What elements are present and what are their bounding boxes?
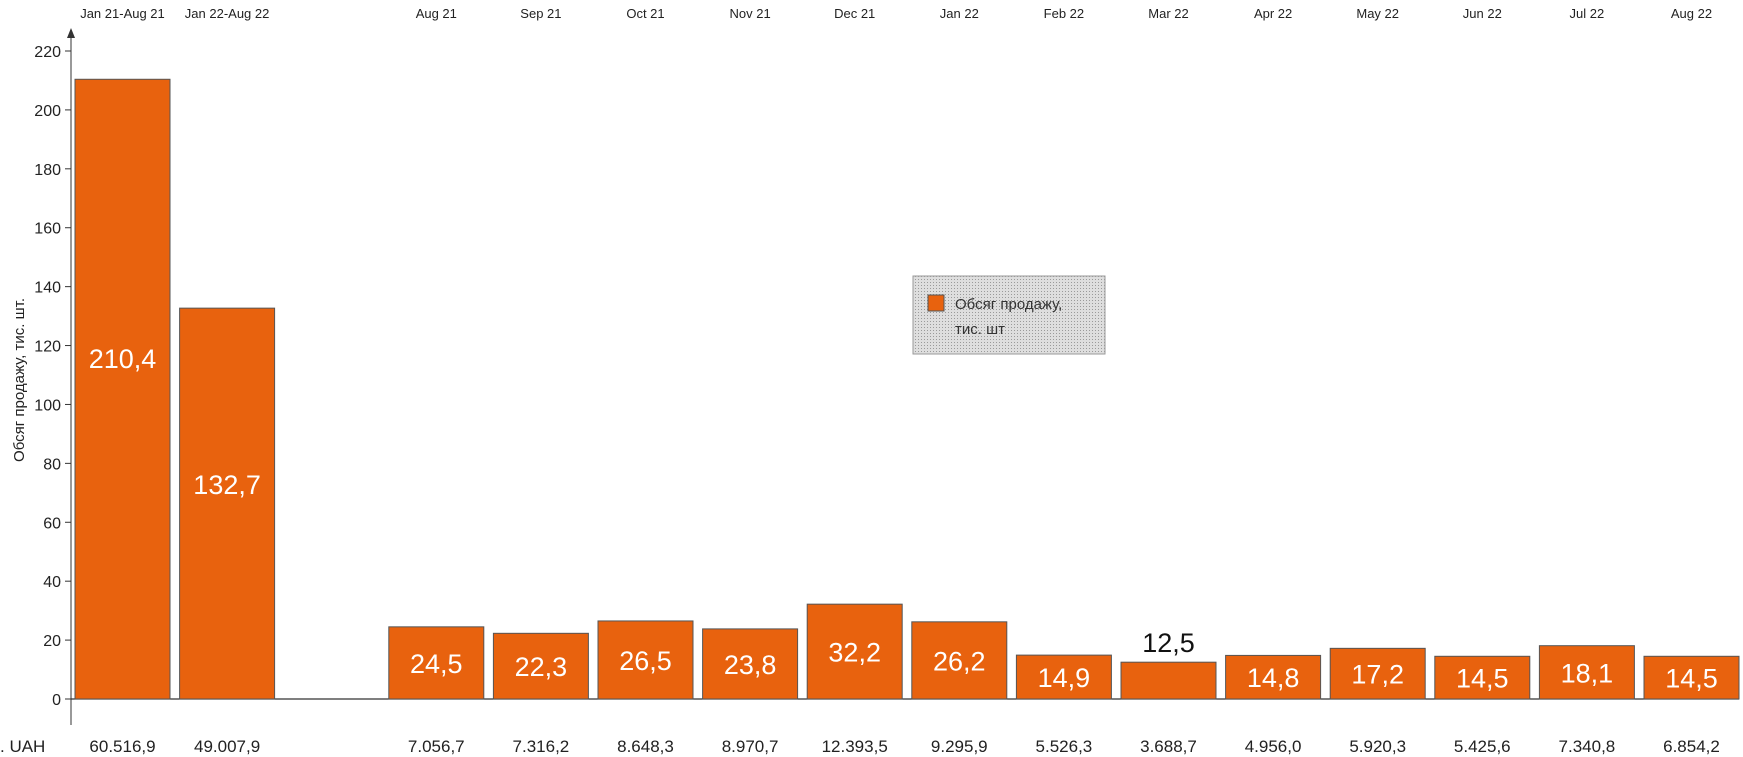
y-tick-label: 200 bbox=[34, 103, 61, 120]
x-category-label: Aug 22 bbox=[1671, 6, 1712, 21]
bar bbox=[1538, 645, 1635, 700]
revenue-value-label: 5.425,6 bbox=[1454, 737, 1511, 756]
x-category-label: Sep 21 bbox=[520, 6, 561, 21]
x-category-label: Feb 22 bbox=[1044, 6, 1084, 21]
x-category-label: Nov 21 bbox=[729, 6, 770, 21]
revenue-value-label: 12.393,5 bbox=[822, 737, 888, 756]
x-category-label: Jan 22-Aug 22 bbox=[185, 6, 270, 21]
revenue-value-label: 8.648,3 bbox=[617, 737, 674, 756]
y-tick-label: 180 bbox=[34, 162, 61, 179]
bar-value-label: 14,5 bbox=[1665, 664, 1718, 694]
bar bbox=[702, 628, 799, 700]
revenue-labels: 60.516,9 49.007,9 7.056,7 7.316,2 8.648,3 8.9… bbox=[89, 737, 1719, 756]
category-labels: Jan 21-Aug 21 Jan 22-Aug 22 Aug 21 Sep 21 Oc… bbox=[80, 6, 1712, 21]
y-tick-label: 160 bbox=[34, 221, 61, 238]
bar-value-label: 14,9 bbox=[1038, 663, 1091, 693]
bar-value-label: 32,2 bbox=[828, 638, 881, 668]
bar bbox=[806, 603, 903, 700]
bar bbox=[1120, 661, 1217, 700]
bar bbox=[388, 626, 485, 700]
y-tick-label: 0 bbox=[52, 692, 61, 709]
revenue-value-label: 60.516,9 bbox=[89, 737, 155, 756]
bar bbox=[179, 307, 276, 700]
bar-value-label: 23,8 bbox=[724, 650, 777, 680]
bar-value-label: 24,5 bbox=[410, 649, 463, 679]
revenue-value-label: 3.688,7 bbox=[1140, 737, 1197, 756]
y-axis-title: Обсяг продажу, тис. шт. bbox=[11, 298, 28, 462]
revenue-value-label: 8.970,7 bbox=[722, 737, 779, 756]
y-tick-label: 220 bbox=[34, 44, 61, 61]
x-category-label: Jan 21-Aug 21 bbox=[80, 6, 165, 21]
bar bbox=[1434, 655, 1531, 700]
revenue-value-label: 5.526,3 bbox=[1036, 737, 1093, 756]
x-category-label: Dec 21 bbox=[834, 6, 875, 21]
revenue-value-label: 49.007,9 bbox=[194, 737, 260, 756]
revenue-value-label: 9.295,9 bbox=[931, 737, 988, 756]
bar-value-label: 26,2 bbox=[933, 646, 986, 676]
y-axis-arrow bbox=[67, 28, 75, 38]
x-category-label: Jul 22 bbox=[1570, 6, 1605, 21]
y-tick-label: 140 bbox=[34, 280, 61, 297]
legend-label: Обсяг продажу, тис. шт bbox=[955, 296, 1066, 338]
revenue-value-label: 6.854,2 bbox=[1663, 737, 1720, 756]
y-tick-label: 60 bbox=[43, 515, 61, 532]
bar bbox=[911, 621, 1008, 700]
y-tick-label: 40 bbox=[43, 574, 61, 591]
revenue-value-label: 5.920,3 bbox=[1349, 737, 1406, 756]
bar bbox=[1225, 654, 1322, 700]
x-category-label: Oct 21 bbox=[626, 6, 664, 21]
bar-value-label: 18,1 bbox=[1561, 658, 1614, 688]
bar-value-label: 26,5 bbox=[619, 646, 672, 676]
y-tick-label: 80 bbox=[43, 456, 61, 473]
revenue-value-label: 7.056,7 bbox=[408, 737, 465, 756]
bar bbox=[74, 78, 171, 700]
bar-value-label: 17,2 bbox=[1351, 660, 1404, 690]
y-tick-label: 20 bbox=[43, 633, 61, 650]
bar-value-label: 14,8 bbox=[1247, 663, 1300, 693]
bar bbox=[1329, 647, 1426, 700]
y-tick-label: 120 bbox=[34, 339, 61, 356]
x-category-label: Jan 22 bbox=[940, 6, 979, 21]
revenue-row-label: . UAH bbox=[0, 737, 45, 756]
bar-value-label: 210,4 bbox=[89, 344, 157, 374]
legend-swatch bbox=[927, 294, 945, 312]
bar bbox=[597, 620, 694, 700]
x-category-label: Jun 22 bbox=[1463, 6, 1502, 21]
revenue-value-label: 4.956,0 bbox=[1245, 737, 1302, 756]
legend-box bbox=[912, 275, 1106, 355]
y-tick-label: 100 bbox=[34, 397, 61, 414]
bars-group: 210,4 132,7 24,5 22,3 26,5 23,8 32,2 26,2 14,9 12… bbox=[74, 78, 1740, 700]
x-category-label: May 22 bbox=[1356, 6, 1399, 21]
bar-value-label: 14,5 bbox=[1456, 664, 1509, 694]
bar bbox=[492, 632, 589, 700]
bar-value-label: 22,3 bbox=[515, 652, 568, 682]
x-category-label: Aug 21 bbox=[416, 6, 457, 21]
legend: Обсяг продажу, тис. шт bbox=[912, 275, 1106, 355]
bar bbox=[1015, 654, 1112, 700]
revenue-value-label: 7.316,2 bbox=[513, 737, 570, 756]
bar-value-label: 12,5 bbox=[1142, 628, 1195, 658]
bar bbox=[1643, 655, 1740, 700]
revenue-value-label: 7.340,8 bbox=[1559, 737, 1616, 756]
x-category-label: Apr 22 bbox=[1254, 6, 1292, 21]
x-category-label: Mar 22 bbox=[1148, 6, 1188, 21]
bar-value-label: 132,7 bbox=[193, 470, 261, 500]
